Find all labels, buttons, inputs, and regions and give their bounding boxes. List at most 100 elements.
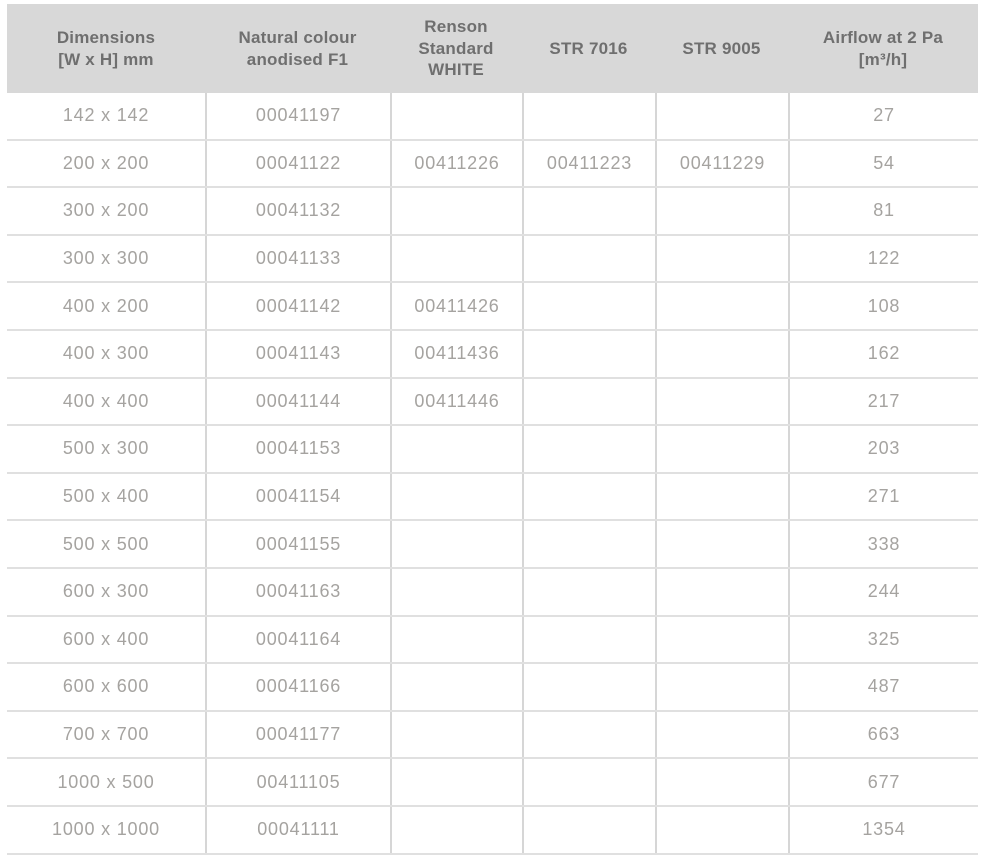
table-row: 500 x 300 00041153 203 — [7, 426, 978, 474]
table-cell-natural-colour-anodised-f1: 00041177 — [205, 711, 390, 758]
table-row: 300 x 200 00041132 81 — [7, 188, 978, 236]
table-row: 500 x 500 00041155 338 — [7, 521, 978, 569]
table-row: 400 x 200 00041142 00411426 108 — [7, 283, 978, 331]
table-cell-str-7016 — [522, 711, 655, 758]
table-row: 400 x 400 00041144 00411446 217 — [7, 378, 978, 427]
table-cell-natural-colour-anodised-f1: 00041142 — [205, 283, 390, 329]
table-row: 600 x 300 00041163 244 — [7, 568, 978, 617]
table-cell-natural-colour-anodised-f1: 00041133 — [205, 235, 390, 282]
table-cell-str-9005 — [655, 188, 788, 234]
table-cell-airflow-at-2pa: 27 — [788, 93, 978, 139]
table-cell-dimensions: 300 x 300 — [62, 248, 150, 269]
table-cell-str-7016 — [522, 235, 655, 282]
table-cell-dimensions: 700 x 700 — [62, 724, 150, 745]
table-cell-str-7016 — [522, 378, 655, 425]
table-row: 700 x 700 00041177 663 — [7, 711, 978, 760]
table-cell-str-7016 — [522, 283, 655, 329]
table-cell-str-9005 — [655, 93, 788, 139]
table-cell-renson-standard-white: 00411446 — [390, 378, 522, 425]
table-cell-str-9005 — [655, 521, 788, 567]
table-cell-str-7016 — [522, 759, 655, 805]
table-cell-natural-colour-anodised-f1: 00041197 — [205, 93, 390, 139]
table-cell-str-9005 — [655, 283, 788, 329]
table-cell-str-9005 — [655, 568, 788, 615]
table-row: 300 x 300 00041133 122 — [7, 235, 978, 284]
table-cell-natural-colour-anodised-f1: 00041122 — [205, 140, 390, 187]
table-cell-renson-standard-white: 00411226 — [390, 140, 522, 187]
table-cell-str-9005: 00411229 — [655, 140, 788, 187]
table-row: 1000 x 500 00411105 677 — [7, 759, 978, 807]
table-row: 600 x 600 00041166 487 — [7, 664, 978, 712]
table-cell-str-9005 — [655, 759, 788, 805]
table-cell-dimensions: 500 x 300 — [62, 438, 150, 459]
table-cell-dimensions: 600 x 600 — [62, 676, 150, 697]
table-cell-natural-colour-anodised-f1: 00041163 — [205, 568, 390, 615]
table-cell-str-9005 — [655, 711, 788, 758]
table-cell-str-7016 — [522, 521, 655, 567]
table-cell-dimensions: 400 x 200 — [62, 295, 150, 316]
column-header-str-7016: STR 7016 — [549, 38, 628, 58]
table-row: 400 x 300 00041143 00411436 162 — [7, 330, 978, 379]
column-header-dimensions: Dimensions [W x H] mm — [56, 27, 156, 69]
table-cell-renson-standard-white — [390, 426, 522, 472]
table-row: 1000 x 1000 00041111 1354 — [7, 806, 978, 855]
table-cell-natural-colour-anodised-f1: 00041144 — [205, 378, 390, 425]
table-cell-str-9005 — [655, 426, 788, 472]
table-cell-dimensions: 300 x 200 — [62, 200, 150, 221]
table-cell-natural-colour-anodised-f1: 00041143 — [205, 330, 390, 377]
table-cell-dimensions: 1000 x 1000 — [52, 819, 160, 840]
product-spec-table: Dimensions [W x H] mm Natural colour anod… — [7, 4, 978, 855]
table-cell-airflow-at-2pa: 122 — [788, 235, 978, 282]
table-cell-airflow-at-2pa: 271 — [788, 473, 978, 520]
table-cell-renson-standard-white — [390, 235, 522, 282]
table-cell-str-7016 — [522, 806, 655, 853]
table-cell-str-7016 — [522, 426, 655, 472]
table-cell-str-9005 — [655, 378, 788, 425]
table-cell-airflow-at-2pa: 677 — [788, 759, 978, 805]
table-cell-str-7016: 00411223 — [522, 140, 655, 187]
table-row: 200 x 200 00041122 00411226 00411223 0041122… — [7, 140, 978, 189]
table-body: 142 x 142 00041197 27 200 x 200 00041122 0041… — [7, 93, 978, 855]
table-cell-airflow-at-2pa: 81 — [788, 188, 978, 234]
table-cell-str-9005 — [655, 235, 788, 282]
table-cell-str-7016 — [522, 188, 655, 234]
table-cell-str-7016 — [522, 93, 655, 139]
table-cell-dimensions: 400 x 400 — [62, 390, 150, 411]
table-row: 142 x 142 00041197 27 — [7, 93, 978, 141]
table-row: 500 x 400 00041154 271 — [7, 473, 978, 522]
table-cell-dimensions: 600 x 400 — [62, 628, 150, 649]
column-header-str-9005: STR 9005 — [682, 38, 761, 58]
table-cell-airflow-at-2pa: 325 — [788, 616, 978, 663]
table-cell-str-7016 — [522, 568, 655, 615]
table-cell-airflow-at-2pa: 487 — [788, 664, 978, 710]
table-cell-renson-standard-white — [390, 616, 522, 663]
table-cell-airflow-at-2pa: 217 — [788, 378, 978, 425]
table-cell-renson-standard-white — [390, 759, 522, 805]
table-cell-renson-standard-white — [390, 664, 522, 710]
table-cell-renson-standard-white — [390, 93, 522, 139]
table-cell-airflow-at-2pa: 108 — [788, 283, 978, 329]
table-cell-str-9005 — [655, 473, 788, 520]
table-cell-str-9005 — [655, 664, 788, 710]
table-cell-natural-colour-anodised-f1: 00041166 — [205, 664, 390, 710]
table-cell-dimensions: 600 x 300 — [62, 581, 150, 602]
table-header-row: Dimensions [W x H] mm Natural colour anod… — [7, 4, 978, 93]
table-cell-airflow-at-2pa: 1354 — [788, 806, 978, 853]
table-cell-dimensions: 500 x 500 — [62, 533, 150, 554]
table-cell-natural-colour-anodised-f1: 00041111 — [205, 806, 390, 853]
table-cell-str-9005 — [655, 330, 788, 377]
table-cell-natural-colour-anodised-f1: 00041132 — [205, 188, 390, 234]
table-cell-renson-standard-white: 00411436 — [390, 330, 522, 377]
column-header-airflow-at-2pa: Airflow at 2 Pa [m³/h] — [822, 27, 944, 69]
table-cell-str-7016 — [522, 664, 655, 710]
table-cell-airflow-at-2pa: 203 — [788, 426, 978, 472]
table-cell-str-9005 — [655, 616, 788, 663]
table-cell-renson-standard-white — [390, 521, 522, 567]
table-cell-dimensions: 500 x 400 — [62, 486, 150, 507]
table-cell-dimensions: 1000 x 500 — [57, 771, 155, 792]
table-cell-airflow-at-2pa: 162 — [788, 330, 978, 377]
table-cell-natural-colour-anodised-f1: 00041155 — [205, 521, 390, 567]
table-cell-renson-standard-white — [390, 473, 522, 520]
table-row: 600 x 400 00041164 325 — [7, 616, 978, 665]
table-cell-airflow-at-2pa: 244 — [788, 568, 978, 615]
